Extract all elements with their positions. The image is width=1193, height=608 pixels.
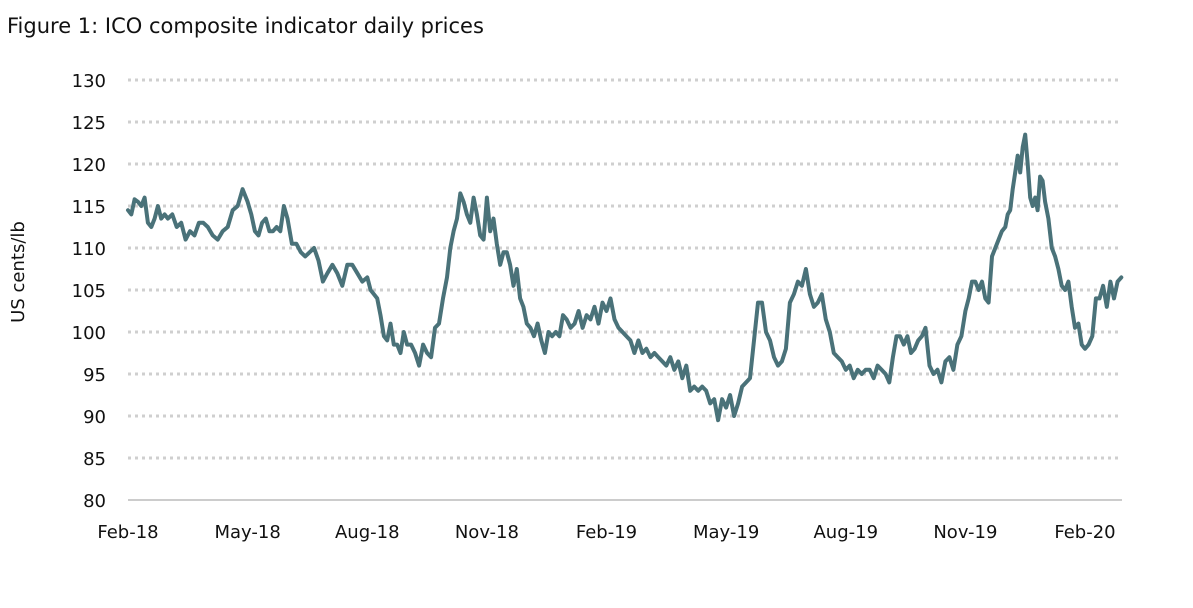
x-tick-label: Feb-18 (97, 522, 158, 543)
y-axis-label: US cents/lb (8, 221, 29, 323)
x-tick-labels: Feb-18 May-18 Aug-18 Nov-18 Feb-19 May-19 Aug-… (97, 522, 1115, 543)
y-tick-label: 80 (83, 491, 106, 512)
y-tick-label: 130 (72, 71, 106, 92)
x-tick-label: May-19 (693, 522, 759, 543)
y-tick-label: 100 (72, 323, 106, 344)
x-tick-label: Feb-19 (576, 522, 637, 543)
y-tick-label: 120 (72, 155, 106, 176)
y-tick-label: 90 (83, 407, 106, 428)
x-tick-label: Aug-18 (335, 522, 400, 543)
x-tick-label: Feb-20 (1054, 522, 1115, 543)
gridlines (128, 78, 1122, 501)
x-tick-label: Aug-19 (813, 522, 878, 543)
x-tick-label: May-18 (214, 522, 280, 543)
y-tick-label: 115 (72, 197, 106, 218)
y-tick-label: 105 (72, 281, 106, 302)
x-tick-label: Nov-18 (455, 522, 519, 543)
y-tick-label: 110 (72, 239, 106, 260)
price-series-line (126, 132, 1124, 423)
y-tick-label: 95 (83, 365, 106, 386)
x-tick-label: Nov-19 (933, 522, 997, 543)
chart-title: Figure 1: ICO composite indicator daily … (7, 14, 484, 38)
y-tick-label: 85 (83, 449, 106, 470)
y-tick-label: 125 (72, 113, 106, 134)
y-tick-labels: 80 85 90 95 100 105 110 115 120 125 130 (72, 71, 106, 512)
